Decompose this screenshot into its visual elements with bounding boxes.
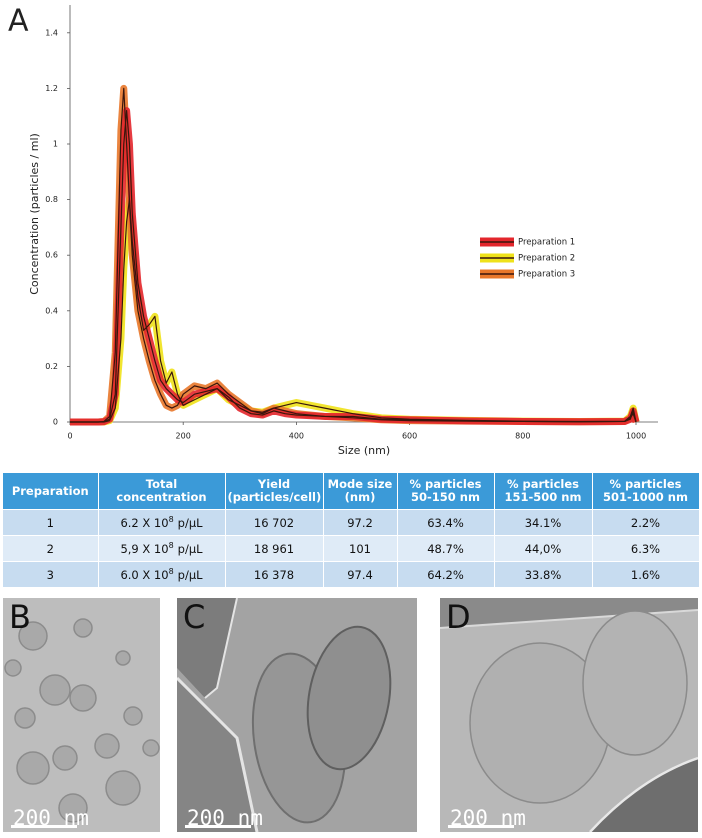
micrograph-art <box>440 598 698 832</box>
table-row: 1 6.2 X 108 p/µL 16 702 97.2 63.4% 34.1% 2.2% <box>3 509 700 536</box>
x-tick-label: 0 <box>67 432 72 441</box>
table-row: 2 5,9 X 108 p/µL 18 961 101 48.7% 44,0% 6.3% <box>3 535 700 562</box>
scale-label: 200 nm <box>187 806 263 830</box>
series-line <box>70 110 637 423</box>
x-tick-label: 600 <box>402 432 417 441</box>
table-cell: 6.3% <box>592 535 700 562</box>
micrograph: C 200 nm <box>177 598 417 832</box>
results-table: Preparation Total concentration Yield (par… <box>3 473 700 587</box>
column-header: % particles 50-150 nm <box>397 473 495 510</box>
table-cell: 64.2% <box>397 561 495 587</box>
y-axis-label: Concentration (particles / ml) <box>28 133 41 295</box>
column-header: Yield (particles/cell) <box>225 473 324 510</box>
y-tick-label: 0.4 <box>45 306 58 315</box>
cell-exponent: 8 <box>168 515 174 525</box>
y-tick-label: 0.2 <box>45 362 58 371</box>
y-tick-label: 0 <box>53 418 58 427</box>
table-row: 3 6.0 X 108 p/µL 16 378 97.4 64.2% 33.8% 1.6% <box>3 561 700 587</box>
micrograph-art <box>4 618 160 823</box>
y-tick-label: 0.6 <box>45 251 58 260</box>
table-cell: 33.8% <box>494 561 593 587</box>
table-cell: 48.7% <box>397 535 495 562</box>
table-cell: 101 <box>323 535 398 562</box>
cell-exponent: 8 <box>168 541 174 551</box>
panel-label: D <box>446 598 471 636</box>
cell-mantissa: 6.2 X 10 <box>120 515 169 530</box>
panel-label: B <box>9 598 31 636</box>
table-cell: 1 <box>3 509 99 536</box>
y-tick-label: 1 <box>53 140 58 149</box>
y-tick-label: 1.2 <box>45 84 58 93</box>
table-cell: 5,9 X 108 p/µL <box>98 535 226 562</box>
y-tick-label: 0.8 <box>45 195 58 204</box>
cell-unit: p/µL <box>177 515 203 530</box>
scale-label: 200 nm <box>13 806 89 830</box>
panel-label: A <box>8 4 29 39</box>
chart: A Size (nm) Concentration (particles / m… <box>8 4 658 457</box>
legend-label: Preparation 1 <box>518 238 575 248</box>
table-cell: 3 <box>3 561 99 587</box>
cell-mantissa: 5,9 X 10 <box>120 541 169 556</box>
y-tick-label: 1.4 <box>45 28 58 37</box>
table-cell: 2.2% <box>592 509 700 536</box>
table-cell: 6.2 X 108 p/µL <box>98 509 226 536</box>
legend-label: Preparation 3 <box>518 270 575 280</box>
table-cell: 34.1% <box>494 509 593 536</box>
column-header: % particles 501-1000 nm <box>592 473 700 510</box>
table-cell: 2 <box>3 535 99 562</box>
cell-unit: p/µL <box>177 567 203 582</box>
table-cell: 16 702 <box>225 509 324 536</box>
x-axis-label: Size (nm) <box>338 444 390 457</box>
table-cell: 1.6% <box>592 561 700 587</box>
table-cell: 16 378 <box>225 561 324 587</box>
micrograph-art <box>177 598 392 832</box>
table-header: Preparation Total concentration Yield (par… <box>3 473 700 510</box>
table-body: 1 6.2 X 108 p/µL 16 702 97.2 63.4% 34.1% 2.2% 2 5… <box>3 509 700 587</box>
legend-label: Preparation 2 <box>518 254 575 264</box>
cell-mantissa: 6.0 X 10 <box>120 567 169 582</box>
column-header: Mode size (nm) <box>323 473 398 510</box>
x-tick-label: 400 <box>289 432 304 441</box>
micrograph: D 200 nm <box>440 598 698 832</box>
cell-unit: p/µL <box>177 541 203 556</box>
x-tick-label: 200 <box>176 432 191 441</box>
cell-exponent: 8 <box>168 567 174 577</box>
scale-bar <box>185 825 251 828</box>
micrograph: B 200 nm <box>3 598 160 832</box>
table-cell: 63.4% <box>397 509 495 536</box>
x-tick-label: 1000 <box>626 432 646 441</box>
column-header: Total concentration <box>98 473 226 510</box>
scale-bar <box>11 825 77 828</box>
table-cell: 44,0% <box>494 535 593 562</box>
table-cell: 97.2 <box>323 509 398 536</box>
table-cell: 6.0 X 108 p/µL <box>98 561 226 587</box>
column-header: Preparation <box>3 473 99 510</box>
column-header: % particles 151-500 nm <box>494 473 593 510</box>
table-cell: 97.4 <box>323 561 398 587</box>
panel-label: C <box>183 598 206 636</box>
scale-bar <box>448 825 514 828</box>
scale-label: 200 nm <box>450 806 526 830</box>
table-cell: 18 961 <box>225 535 324 562</box>
x-tick-label: 800 <box>515 432 530 441</box>
